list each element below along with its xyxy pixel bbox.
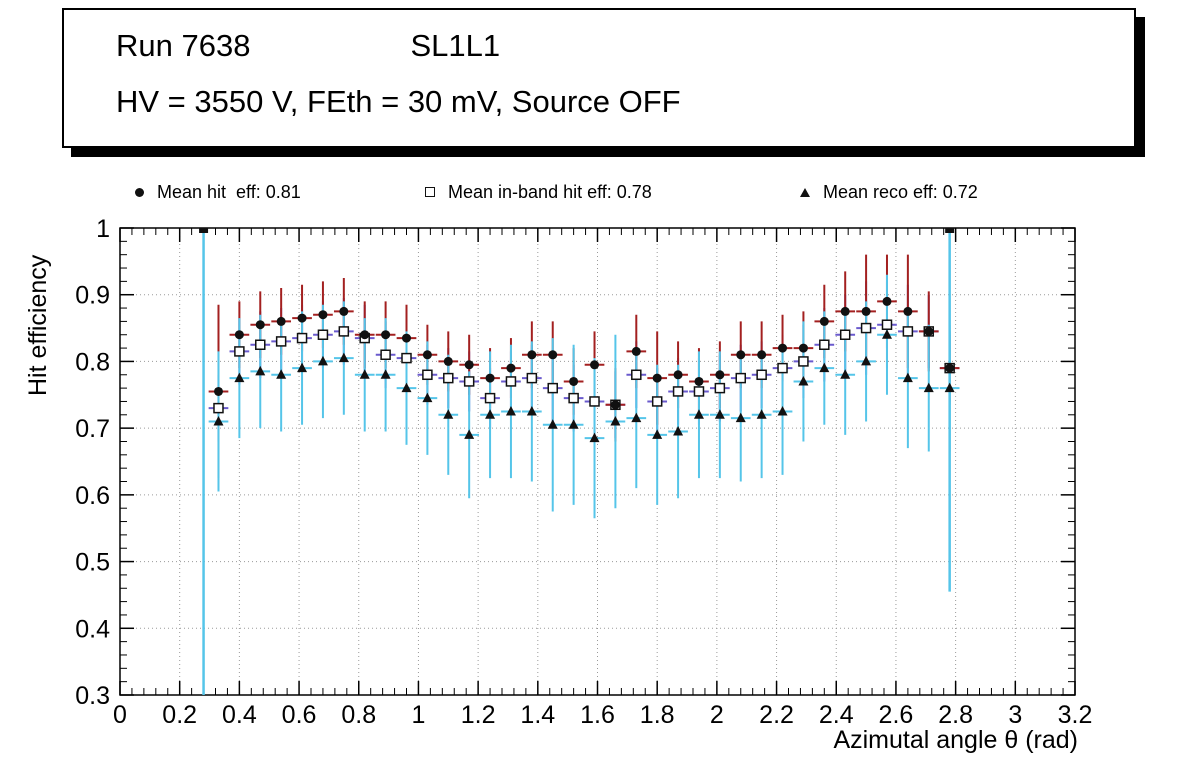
x-axis-title: Azimutal angle θ (rad) xyxy=(833,726,1078,754)
outlier-spikes xyxy=(199,228,955,695)
title-line-conditions: HV = 3550 V, FEth = 30 mV, Source OFF xyxy=(116,84,681,119)
svg-text:0.3: 0.3 xyxy=(75,682,110,710)
filled-circle-icon xyxy=(135,187,144,197)
run-label: Run 7638 xyxy=(116,28,251,63)
svg-text:2: 2 xyxy=(710,701,724,729)
plot-legend: Mean hit eff: 0.81 Mean in-band hit eff:… xyxy=(120,176,1076,208)
svg-text:0.4: 0.4 xyxy=(75,615,110,643)
svg-text:0.8: 0.8 xyxy=(75,348,110,376)
error-bars-0 xyxy=(208,254,960,479)
title-line-run: Run 7638 SL1L1 xyxy=(116,28,1134,64)
x-tick-labels: 0 0.2 0.4 0.6 0.8 1 1.2 1.4 1.6 1.8 2 2.2 2.4 2.6 2.8 3… xyxy=(113,701,1092,729)
legend-item-inband-eff: Mean in-band hit eff: 0.78 xyxy=(425,176,652,208)
title-box: Run 7638 SL1L1 HV = 3550 V, FEth = 30 mV,… xyxy=(62,8,1136,148)
svg-text:0.9: 0.9 xyxy=(75,282,110,310)
markers-filled-triangle xyxy=(213,329,955,443)
legend-item-hit-eff: Mean hit eff: 0.81 xyxy=(135,176,301,208)
svg-text:2.8: 2.8 xyxy=(938,701,973,729)
legend-item-reco-eff: Mean reco eff: 0.72 xyxy=(800,176,978,208)
svg-text:0.7: 0.7 xyxy=(75,415,110,443)
grid-lines xyxy=(120,228,1075,695)
markers-open-square xyxy=(213,319,955,414)
svg-text:3: 3 xyxy=(1008,701,1022,729)
svg-text:0.5: 0.5 xyxy=(75,549,110,577)
svg-text:2.4: 2.4 xyxy=(819,701,854,729)
layer-label: SL1L1 xyxy=(410,28,501,63)
svg-text:1.6: 1.6 xyxy=(580,701,615,729)
filled-triangle-icon xyxy=(800,187,810,197)
legend-label-inband-eff: Mean in-band hit eff: 0.78 xyxy=(448,181,652,202)
legend-label-reco-eff: Mean reco eff: 0.72 xyxy=(823,181,978,202)
open-square-icon xyxy=(425,187,435,197)
svg-text:0: 0 xyxy=(113,701,127,729)
y-tick-labels: 0.3 0.4 0.5 0.6 0.7 0.8 0.9 1 xyxy=(75,215,110,710)
svg-text:1: 1 xyxy=(411,701,425,729)
legend-label-hit-eff: Mean hit eff: 0.81 xyxy=(157,181,301,202)
data-region xyxy=(199,228,960,695)
svg-text:2.6: 2.6 xyxy=(879,701,914,729)
svg-text:1.8: 1.8 xyxy=(640,701,675,729)
svg-text:0.2: 0.2 xyxy=(162,701,197,729)
svg-text:1: 1 xyxy=(96,215,110,243)
markers-filled-circle xyxy=(213,296,955,410)
svg-text:1.4: 1.4 xyxy=(520,701,555,729)
svg-text:0.6: 0.6 xyxy=(75,482,110,510)
axis-ticks xyxy=(119,227,1076,696)
svg-text:0.8: 0.8 xyxy=(341,701,376,729)
svg-text:3.2: 3.2 xyxy=(1058,701,1093,729)
svg-text:1.2: 1.2 xyxy=(461,701,496,729)
svg-text:2.2: 2.2 xyxy=(759,701,794,729)
svg-text:0.6: 0.6 xyxy=(282,701,317,729)
svg-text:0.4: 0.4 xyxy=(222,701,257,729)
